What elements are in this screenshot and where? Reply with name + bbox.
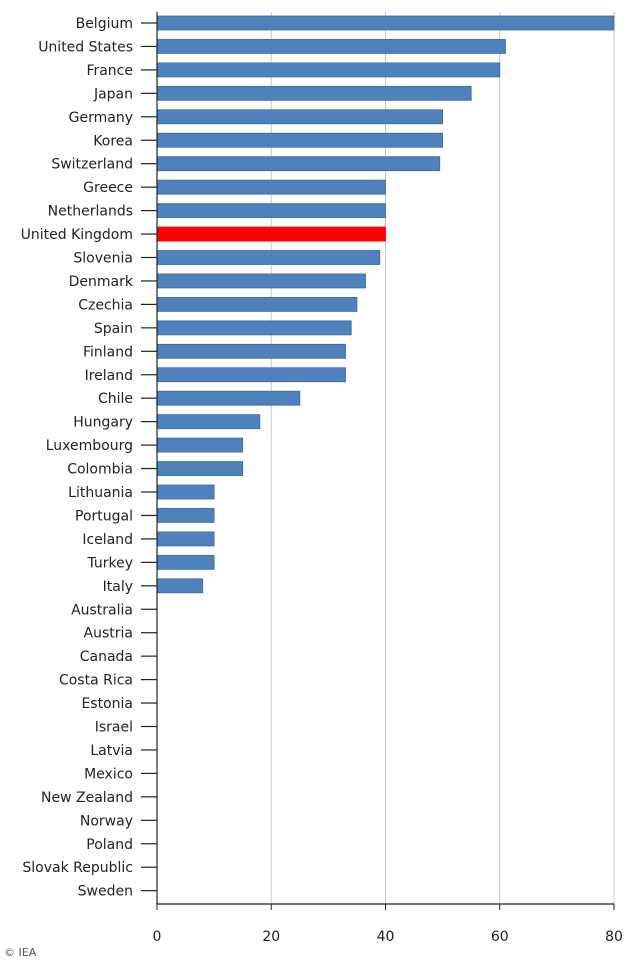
- category-label-poland: Poland: [86, 837, 133, 853]
- category-label-slovak-republic: Slovak Republic: [22, 860, 133, 876]
- category-label-estonia: Estonia: [81, 696, 133, 712]
- bar-ireland: [156, 367, 346, 383]
- category-label-hungary: Hungary: [73, 415, 133, 431]
- category-label-greece: Greece: [83, 180, 133, 196]
- category-label-latvia: Latvia: [90, 743, 133, 759]
- bar-netherlands: [156, 203, 386, 219]
- bar-belgium: [156, 15, 615, 31]
- category-label-israel: Israel: [95, 720, 133, 736]
- category-label-denmark: Denmark: [69, 274, 134, 290]
- category-label-belgium: Belgium: [76, 16, 133, 32]
- bar-switzerland: [156, 156, 441, 172]
- category-label-lithuania: Lithuania: [68, 485, 133, 501]
- bar-united-kingdom: [156, 226, 386, 242]
- category-label-portugal: Portugal: [75, 508, 133, 524]
- category-label-sweden: Sweden: [78, 884, 133, 900]
- xtick-label-20: 20: [262, 929, 280, 945]
- bar-hungary: [156, 414, 261, 430]
- bar-colombia: [156, 461, 244, 476]
- bar-spain: [156, 320, 352, 336]
- category-label-united-kingdom: United Kingdom: [21, 227, 133, 243]
- category-label-italy: Italy: [103, 579, 133, 595]
- category-label-spain: Spain: [94, 321, 133, 337]
- category-label-united-states: United States: [38, 39, 133, 55]
- bar-lithuania: [156, 484, 215, 500]
- category-label-korea: Korea: [93, 133, 133, 149]
- bar-france: [156, 62, 501, 78]
- credit-text: © IEA: [4, 946, 37, 959]
- category-label-japan: Japan: [93, 86, 133, 102]
- category-label-switzerland: Switzerland: [51, 157, 133, 173]
- xtick-label-0: 0: [153, 929, 162, 945]
- bar-korea: [156, 132, 444, 148]
- category-label-netherlands: Netherlands: [48, 204, 133, 220]
- bar-united-states: [156, 39, 506, 54]
- category-label-luxembourg: Luxembourg: [46, 438, 133, 454]
- bar-slovenia: [156, 250, 381, 265]
- bar-iceland: [156, 531, 215, 547]
- xtick-label-80: 80: [605, 929, 623, 945]
- xtick-label-40: 40: [377, 929, 395, 945]
- category-label-turkey: Turkey: [86, 555, 133, 571]
- bar-portugal: [156, 508, 215, 523]
- category-label-new-zealand: New Zealand: [41, 790, 133, 806]
- category-label-finland: Finland: [83, 344, 133, 360]
- category-label-colombia: Colombia: [67, 462, 133, 478]
- category-label-austria: Austria: [84, 626, 133, 642]
- bar-luxembourg: [156, 437, 244, 453]
- category-label-canada: Canada: [80, 649, 133, 665]
- bar-greece: [156, 179, 386, 195]
- bar-italy: [156, 578, 204, 594]
- category-label-chile: Chile: [98, 391, 133, 407]
- category-label-germany: Germany: [69, 110, 133, 126]
- category-label-norway: Norway: [80, 813, 133, 829]
- category-label-france: France: [86, 63, 133, 79]
- bar-turkey: [156, 554, 215, 570]
- bar-japan: [156, 85, 472, 101]
- bar-czechia: [156, 296, 358, 312]
- category-label-ireland: Ireland: [85, 368, 133, 384]
- bar-chile: [156, 390, 301, 406]
- category-label-australia: Australia: [71, 602, 133, 618]
- xtick-label-60: 60: [491, 929, 509, 945]
- bar-finland: [156, 343, 346, 359]
- category-label-iceland: Iceland: [82, 532, 133, 548]
- category-label-slovenia: Slovenia: [73, 251, 133, 267]
- bar-germany: [156, 109, 444, 125]
- category-label-czechia: Czechia: [78, 297, 133, 313]
- category-label-mexico: Mexico: [84, 766, 133, 782]
- category-label-costa-rica: Costa Rica: [59, 673, 133, 689]
- bar-denmark: [156, 273, 366, 289]
